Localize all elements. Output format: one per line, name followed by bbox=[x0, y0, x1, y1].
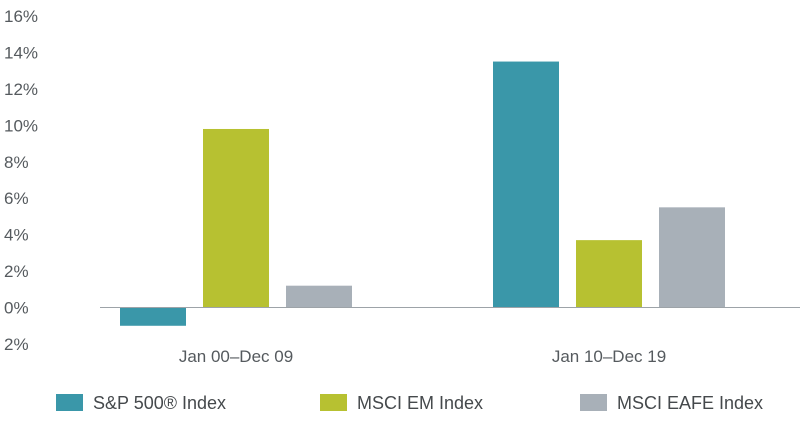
bar bbox=[120, 307, 186, 326]
legend-label: S&P 500® Index bbox=[93, 393, 226, 413]
y-axis-ticks: 16% 14% 12% 10% 8% 6% 4% 2% 0% 2% bbox=[4, 7, 38, 354]
legend-label: MSCI EAFE Index bbox=[617, 393, 763, 413]
y-tick-label: 8% bbox=[4, 153, 29, 172]
bars bbox=[120, 61, 725, 326]
legend-swatch bbox=[580, 394, 607, 411]
y-tick-label: 4% bbox=[4, 226, 29, 245]
y-tick-label: 10% bbox=[4, 116, 38, 135]
y-tick-label: 12% bbox=[4, 80, 38, 99]
bar bbox=[286, 285, 352, 308]
legend-swatch bbox=[320, 394, 347, 411]
legend-swatch bbox=[56, 394, 83, 411]
bar bbox=[493, 61, 559, 308]
bar bbox=[203, 128, 269, 308]
legend: S&P 500® Index MSCI EM Index MSCI EAFE Ind… bbox=[56, 393, 763, 413]
y-tick-label: 2% bbox=[4, 335, 29, 354]
y-tick-label: 16% bbox=[4, 7, 38, 26]
y-tick-label: 2% bbox=[4, 262, 29, 281]
y-tick-label: 14% bbox=[4, 43, 38, 62]
legend-label: MSCI EM Index bbox=[357, 393, 483, 413]
y-tick-label: 6% bbox=[4, 189, 29, 208]
y-tick-label: 0% bbox=[4, 299, 29, 318]
category-label: Jan 00–Dec 09 bbox=[179, 347, 293, 366]
category-labels: Jan 00–Dec 09 Jan 10–Dec 19 bbox=[179, 347, 666, 366]
bar bbox=[576, 240, 642, 308]
category-label: Jan 10–Dec 19 bbox=[552, 347, 666, 366]
bar bbox=[659, 207, 725, 308]
